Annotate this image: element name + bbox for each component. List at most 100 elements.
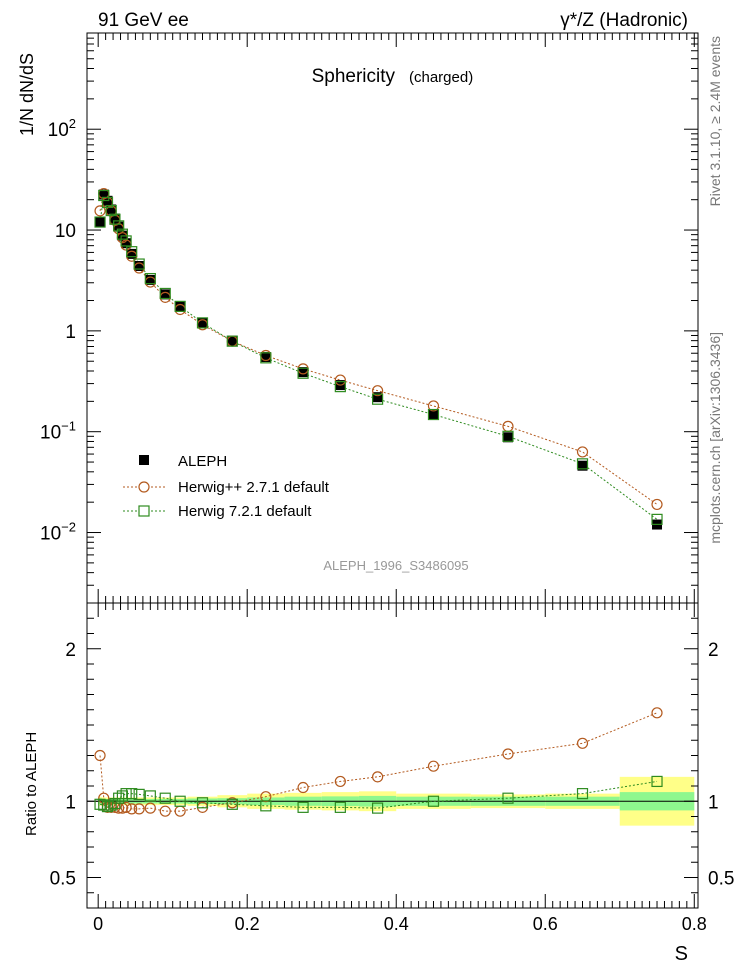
y-tick-label-main: 102 bbox=[48, 116, 76, 141]
y-axis-label-main: 1/N dN/dS bbox=[17, 53, 37, 136]
data-point-herwigpp bbox=[334, 374, 346, 386]
ratio-plot-frame bbox=[86, 602, 699, 909]
ratio-point-herwig7 bbox=[371, 802, 384, 814]
x-tick-label: 0.6 bbox=[533, 914, 558, 934]
data-point-herwig7 bbox=[297, 367, 309, 379]
ratio-point-herwig7 bbox=[101, 800, 114, 813]
y-tick-label-ratio-right: 2 bbox=[708, 640, 719, 661]
ratio-point-herwigpp bbox=[297, 781, 309, 794]
ratio-point-herwig7 bbox=[133, 788, 145, 800]
ratio-point-herwigpp bbox=[427, 760, 440, 772]
rivet-label: Rivet 3.1.10, ≥ 2.4M events bbox=[707, 36, 723, 206]
ratio-point-herwig7 bbox=[226, 798, 238, 810]
header-left: 91 GeV ee bbox=[98, 10, 189, 31]
data-point-aleph bbox=[260, 352, 271, 363]
data-point-aleph bbox=[160, 289, 171, 300]
ratio-point-herwig7 bbox=[260, 800, 272, 812]
data-point-aleph bbox=[577, 460, 588, 471]
data-point-aleph bbox=[126, 248, 137, 259]
x-tick-label: 0.2 bbox=[235, 914, 260, 934]
data-point-herwig7 bbox=[226, 335, 238, 347]
data-point-aleph bbox=[95, 217, 106, 228]
y-axis-label-ratio: Ratio to ALEPH bbox=[23, 732, 40, 836]
ratio-point-herwigpp bbox=[576, 737, 589, 749]
legend: ALEPH Herwig++ 2.7.1 default Herwig 7.2.… bbox=[123, 453, 330, 520]
data-point-herwig7 bbox=[144, 272, 156, 285]
ratio-point-herwig7 bbox=[297, 801, 309, 813]
ratio-point-herwigpp bbox=[334, 775, 346, 788]
ratio-point-herwig7 bbox=[116, 790, 128, 802]
ratio-point-herwigpp bbox=[174, 805, 186, 817]
data-point-aleph bbox=[113, 221, 124, 232]
data-point-aleph bbox=[145, 274, 156, 285]
legend-marker-aleph bbox=[139, 455, 149, 465]
x-tick-label: 0 bbox=[93, 914, 103, 934]
ratio-point-herwig7 bbox=[174, 795, 186, 807]
data-point-herwig7 bbox=[196, 317, 209, 329]
data-point-herwigpp bbox=[576, 446, 589, 458]
data-point-aleph bbox=[372, 392, 383, 403]
ratio-point-herwigpp bbox=[159, 805, 171, 817]
data-point-aleph bbox=[197, 317, 208, 328]
data-point-herwigpp bbox=[427, 400, 440, 412]
ratio-point-herwig7 bbox=[427, 795, 440, 807]
main-subtitle: (charged) bbox=[409, 69, 473, 86]
data-point-herwig7 bbox=[576, 458, 589, 470]
data-point-herwig7 bbox=[126, 246, 138, 258]
data-point-aleph bbox=[109, 213, 120, 224]
y-tick-label-ratio: 0.5 bbox=[50, 869, 76, 890]
data-point-herwig7 bbox=[502, 430, 514, 442]
data-point-herwig7 bbox=[113, 220, 125, 232]
data-point-herwig7 bbox=[105, 204, 117, 217]
y-tick-label-ratio-right: 0.5 bbox=[708, 869, 734, 890]
data-point-herwig7 bbox=[116, 228, 128, 240]
data-point-herwig7 bbox=[159, 287, 171, 300]
ratio-point-herwigpp bbox=[133, 803, 145, 815]
y-tick-label-main: 10−1 bbox=[40, 419, 76, 444]
legend-marker-herwig7 bbox=[138, 505, 150, 517]
data-point-herwig7 bbox=[120, 235, 132, 247]
analysis-watermark: ALEPH_1996_S3486095 bbox=[323, 558, 468, 573]
ratio-point-herwigpp bbox=[126, 803, 138, 815]
x-tick-label: 0.8 bbox=[682, 914, 707, 934]
ratio-point-herwigpp bbox=[144, 802, 156, 814]
y-tick-label-main: 10−2 bbox=[40, 520, 76, 545]
data-point-aleph bbox=[227, 335, 238, 346]
data-point-aleph bbox=[134, 260, 145, 271]
ratio-point-herwigpp bbox=[120, 801, 132, 813]
data-point-herwig7 bbox=[98, 189, 110, 202]
ratio-point-herwigpp bbox=[371, 771, 384, 783]
ratio-point-herwigpp bbox=[502, 748, 514, 760]
ratio-point-herwig7 bbox=[94, 798, 106, 810]
ratio-point-herwig7 bbox=[576, 788, 589, 800]
ratio-point-herwig7 bbox=[105, 799, 117, 811]
data-point-herwigpp bbox=[371, 385, 384, 397]
legend-marker-herwigpp bbox=[138, 481, 150, 493]
data-point-herwig7 bbox=[133, 258, 145, 270]
data-point-herwigpp bbox=[94, 205, 106, 217]
legend-label-herwig7: Herwig 7.2.1 default bbox=[178, 503, 312, 520]
legend-label-aleph: ALEPH bbox=[178, 453, 227, 470]
data-point-aleph bbox=[502, 432, 513, 443]
data-point-aleph bbox=[98, 189, 109, 200]
series-line-main-herwig7 bbox=[99, 193, 658, 520]
data-point-herwig7 bbox=[427, 408, 440, 421]
data-point-aleph bbox=[106, 204, 117, 215]
data-point-aleph bbox=[121, 238, 132, 249]
mcplots-label: mcplots.cern.ch [arXiv:1306.3436] bbox=[707, 332, 723, 544]
y-tick-label-ratio: 1 bbox=[65, 792, 76, 813]
y-tick-label-ratio: 2 bbox=[65, 640, 76, 661]
x-tick-label: 0.4 bbox=[384, 914, 409, 934]
data-point-herwig7 bbox=[651, 513, 663, 525]
ratio-point-herwig7 bbox=[98, 799, 110, 811]
main-title: Sphericity bbox=[312, 66, 396, 87]
data-point-herwigpp bbox=[651, 498, 663, 511]
data-point-herwig7 bbox=[94, 216, 106, 228]
ratio-point-herwigpp bbox=[260, 791, 272, 803]
x-axis-label: S bbox=[675, 943, 688, 965]
ratio-point-herwig7 bbox=[126, 788, 138, 800]
ratio-point-herwig7 bbox=[651, 775, 663, 788]
series-line-main-herwigpp bbox=[99, 191, 658, 505]
ratio-point-herwigpp bbox=[94, 749, 106, 762]
